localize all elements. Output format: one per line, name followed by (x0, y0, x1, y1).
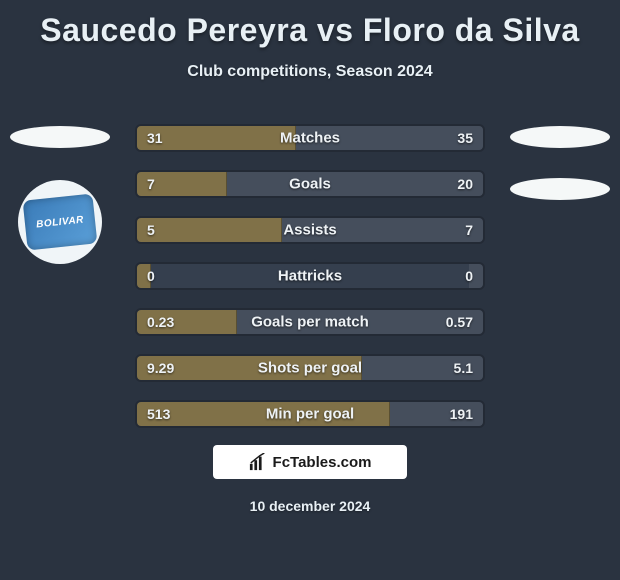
brand-badge[interactable]: FcTables.com (213, 445, 407, 479)
bar-right-fill (227, 172, 483, 196)
bar-left-fill (137, 402, 390, 426)
bar-row: 513191Min per goal (135, 400, 485, 428)
bar-row: 720Goals (135, 170, 485, 198)
bar-right-fill (362, 356, 483, 380)
bar-row: 57Assists (135, 216, 485, 244)
bar-row: 9.295.1Shots per goal (135, 354, 485, 382)
bar-left-fill (137, 218, 282, 242)
subtitle: Club competitions, Season 2024 (0, 63, 620, 81)
brand-chart-icon (249, 453, 267, 471)
page-title: Saucedo Pereyra vs Floro da Silva (0, 0, 620, 49)
comparison-bars: 3135Matches 720Goals 57Assists 00Hattricks 0… (135, 124, 485, 446)
bar-label: Hattricks (137, 268, 483, 285)
bar-row: 3135Matches (135, 124, 485, 152)
player-left-placeholder (10, 126, 110, 148)
bar-row: 00Hattricks (135, 262, 485, 290)
brand-text: FcTables.com (273, 454, 372, 471)
player-right-placeholder-1 (510, 126, 610, 148)
player-right-placeholder-2 (510, 178, 610, 200)
bar-right-fill (390, 402, 483, 426)
bar-left-fill (137, 356, 362, 380)
bar-right-fill (469, 264, 483, 288)
bar-right-fill (296, 126, 483, 150)
bar-left-fill (137, 126, 296, 150)
bar-right-fill (237, 310, 483, 334)
bar-right-fill (282, 218, 483, 242)
bar-row: 0.230.57Goals per match (135, 308, 485, 336)
date-text: 10 december 2024 (0, 498, 620, 514)
club-logo: BOLIVAR (18, 180, 102, 264)
club-logo-text: BOLIVAR (23, 193, 98, 250)
bar-left-fill (137, 172, 227, 196)
bar-left-fill (137, 264, 151, 288)
bar-left-fill (137, 310, 237, 334)
